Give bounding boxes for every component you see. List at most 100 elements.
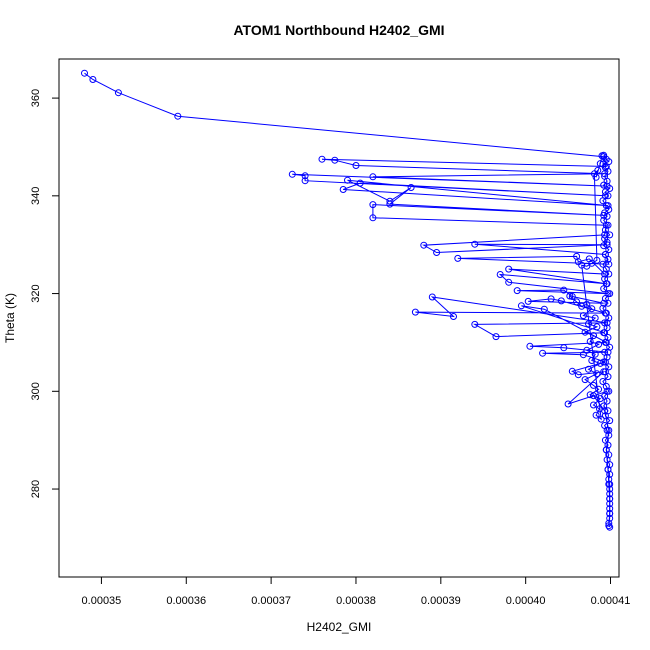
data-point	[505, 278, 513, 286]
data-point	[591, 314, 599, 322]
data-point	[606, 470, 614, 478]
data-point	[603, 353, 611, 361]
x-tick-label: 0.00040	[506, 595, 546, 607]
data-point	[603, 324, 611, 332]
data-point	[557, 297, 565, 305]
series-line	[569, 155, 603, 421]
y-tick-label: 300	[30, 382, 42, 400]
data-point	[591, 350, 599, 358]
data-point	[604, 192, 612, 200]
data-point	[539, 349, 547, 357]
data-point	[605, 314, 613, 322]
data-point	[301, 172, 309, 180]
data-point	[606, 505, 614, 513]
data-point	[583, 262, 591, 270]
data-point	[588, 259, 596, 267]
data-point	[606, 510, 614, 517]
data-point	[471, 320, 479, 328]
data-point	[606, 231, 614, 239]
data-point	[593, 323, 601, 331]
data-point	[600, 329, 608, 337]
data-point	[174, 112, 182, 120]
x-axis: 0.00035 0.00036 0.00037 0.00038 0.00039 0.000…	[82, 576, 631, 607]
data-point	[595, 340, 603, 348]
x-tick-label: 0.00037	[251, 595, 291, 607]
data-point	[599, 260, 607, 268]
data-point	[603, 397, 611, 405]
data-point	[596, 160, 604, 168]
data-point	[600, 181, 608, 189]
y-tick-label: 360	[30, 89, 42, 107]
data-point	[606, 290, 614, 298]
data-point	[428, 293, 436, 301]
x-tick-label: 0.00039	[421, 595, 461, 607]
data-point	[606, 514, 614, 522]
data-point	[114, 89, 122, 97]
x-tick-label: 0.00035	[82, 595, 122, 607]
data-point	[600, 216, 608, 224]
data-point	[352, 162, 360, 169]
data-point	[606, 480, 614, 488]
data-point	[339, 186, 347, 193]
data-point	[606, 461, 614, 469]
data-point	[581, 376, 589, 384]
data-point	[605, 270, 613, 278]
data-point	[604, 255, 612, 263]
data-point	[386, 197, 394, 205]
data-point	[601, 412, 609, 420]
data-point	[505, 265, 513, 273]
x-axis-label: H2402_GMI	[307, 620, 372, 634]
x-tick-label: 0.00036	[166, 595, 206, 607]
data-point	[605, 363, 613, 371]
data-point	[454, 254, 462, 262]
x-tick-label: 0.00041	[591, 595, 631, 607]
data-point	[369, 173, 377, 181]
data-point	[560, 344, 568, 352]
data-point	[600, 358, 608, 366]
data-point	[583, 300, 591, 308]
data-point	[288, 170, 296, 178]
data-point	[596, 359, 604, 367]
data-point	[605, 475, 613, 483]
y-tick-label: 280	[30, 480, 42, 498]
data-point	[450, 313, 457, 320]
data-point	[590, 401, 597, 409]
data-point	[496, 271, 504, 278]
data-point	[600, 242, 608, 250]
data-point	[566, 292, 574, 300]
data-point	[603, 212, 611, 220]
data-point	[604, 299, 612, 307]
data-point	[604, 466, 612, 473]
data-point	[601, 226, 609, 234]
data-point	[606, 500, 614, 508]
data-point	[564, 400, 572, 408]
data-point	[590, 332, 597, 340]
data-point	[568, 367, 576, 375]
data-point	[573, 298, 581, 306]
data-point	[588, 305, 596, 313]
data-point	[579, 351, 587, 359]
y-tick-label: 320	[30, 284, 42, 302]
data-point	[585, 320, 592, 328]
data-point	[601, 231, 609, 239]
data-point	[560, 286, 568, 294]
y-tick-label: 340	[30, 187, 42, 205]
data-point	[471, 240, 479, 248]
x-tick-label: 0.00038	[336, 595, 376, 607]
data-point	[81, 69, 88, 77]
data-point	[605, 158, 613, 166]
chart-title: ATOM1 Northbound H2402_GMI	[233, 22, 444, 38]
y-axis-label: Theta (K)	[3, 293, 17, 343]
data-point	[600, 285, 608, 293]
data-point	[593, 370, 601, 378]
data-point	[588, 357, 596, 364]
data-point	[606, 417, 614, 425]
data-point	[547, 295, 555, 303]
data-point	[420, 241, 428, 249]
data-point	[606, 523, 614, 531]
data-point	[592, 173, 600, 181]
data-point	[604, 167, 612, 175]
data-point	[605, 431, 613, 439]
